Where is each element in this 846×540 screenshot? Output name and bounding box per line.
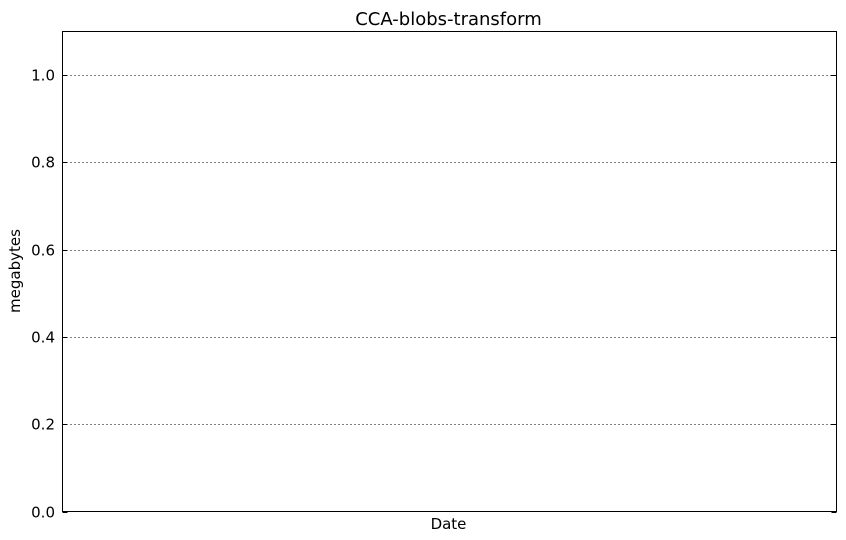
y-tick-label: 0.0 [31, 504, 55, 522]
chart-title: CCA-blobs-transform [355, 9, 542, 30]
y-tick-label: 0.2 [31, 416, 55, 434]
y-tick-label: 0.6 [31, 242, 55, 260]
gridlines [62, 75, 837, 425]
plot-area [62, 31, 837, 512]
y-tick-label: 0.4 [31, 329, 55, 347]
y-tick-label: 0.8 [31, 154, 55, 172]
y-axis-label: megabytes [6, 229, 24, 313]
x-axis-label: Date [431, 515, 467, 533]
y-axis-ticks: 0.0 0.2 0.4 0.6 0.8 1.0 [31, 67, 837, 522]
y-tick-label: 1.0 [31, 67, 55, 85]
